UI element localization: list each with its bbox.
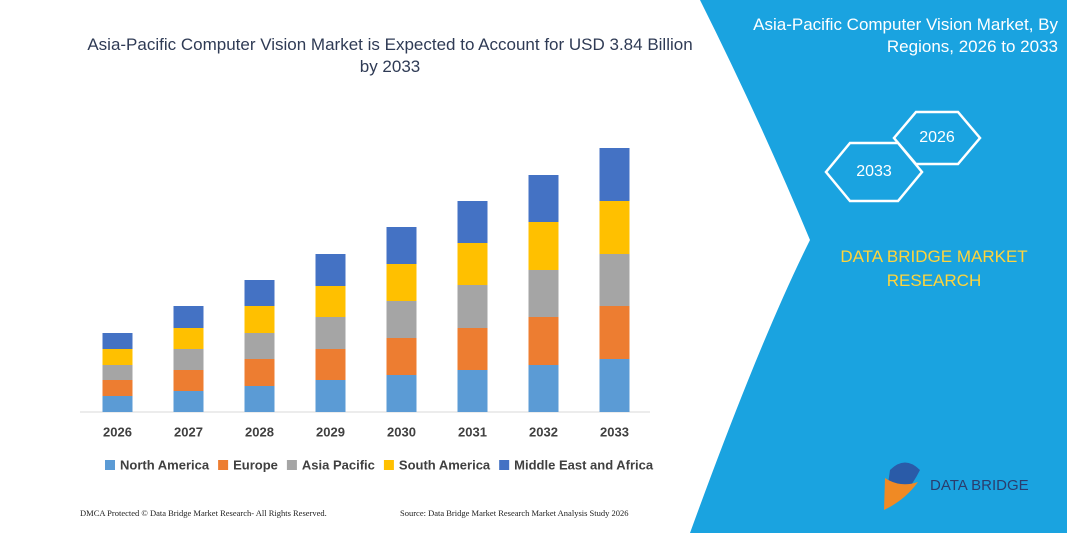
x-tick-label: 2030 [387,424,416,439]
bar-segment [173,391,204,412]
bar-segment [244,306,275,333]
bar-segment [102,365,133,380]
bar-segment [528,270,559,317]
legend-label: Europe [233,457,278,472]
legend-swatch [218,460,229,470]
bar-segment [386,375,417,412]
brand: DATA BRIDGE MARKET RESEARCH [840,247,1028,290]
side-panel [690,0,1067,533]
panel-title: Asia-Pacific Computer Vision Market, By … [753,15,1058,56]
hexagon-label: 2026 [919,129,955,146]
bar-segment [457,328,488,370]
bar-segment [528,222,559,270]
chart-title: Asia-Pacific Computer Vision Market is E… [87,35,693,76]
x-tick-label: 2029 [316,424,345,439]
bar-segment [173,328,204,349]
bar-segment [315,317,346,349]
bar-segment [173,349,204,370]
bar-segment [457,243,488,285]
hexagon-label: 2033 [856,163,892,180]
bar-segment [244,333,275,359]
bar-segment [386,264,417,301]
bar-segment [102,333,133,349]
bar-segment [599,254,630,306]
logo-icon [884,478,918,510]
bar-segment [173,306,204,328]
bar-segment [386,227,417,264]
bar-segment [315,349,346,380]
x-tick-label: 2027 [174,424,203,439]
x-tick-label: 2032 [529,424,558,439]
bar-segment [315,286,346,317]
bar-segment [244,280,275,306]
legend-swatch [383,460,394,470]
bar-segment [599,359,630,412]
bar-segment [102,349,133,365]
legend-label: Middle East and Africa [514,457,654,472]
footer-left: DMCA Protected © Data Bridge Market Rese… [80,508,327,518]
hexagon [892,110,982,166]
bar-segment [315,380,346,412]
bar-segment [102,396,133,412]
legend-swatch [286,460,297,470]
x-tick-label: 2031 [458,424,487,439]
bar-segment [102,380,133,396]
bar-segment [244,386,275,412]
bar-segment [528,175,559,222]
bar-segment [386,301,417,338]
bar-segment [599,201,630,254]
bar-segment [244,359,275,386]
logo-text: DATA BRIDGE [930,477,1029,494]
bar-segment [599,306,630,359]
x-tick-label: 2028 [245,424,274,439]
legend-swatch [499,460,510,470]
bar-segment [528,365,559,412]
bar-segment [457,285,488,328]
bar-segment [528,317,559,365]
bar-segment [457,201,488,243]
legend-label: Asia Pacific [302,457,375,472]
x-tick-label: 2026 [103,424,132,439]
bar-segment [173,370,204,391]
bar-segment [315,254,346,286]
legend-swatch [105,460,115,470]
bar-segment [599,148,630,201]
x-tick-label: 2033 [600,424,629,439]
bar-segment [457,370,488,412]
bar-segment [386,338,417,375]
legend-label: South America [399,457,491,472]
legend-label: North America [120,457,210,472]
footer-right: Source: Data Bridge Market Research Mark… [400,508,629,518]
